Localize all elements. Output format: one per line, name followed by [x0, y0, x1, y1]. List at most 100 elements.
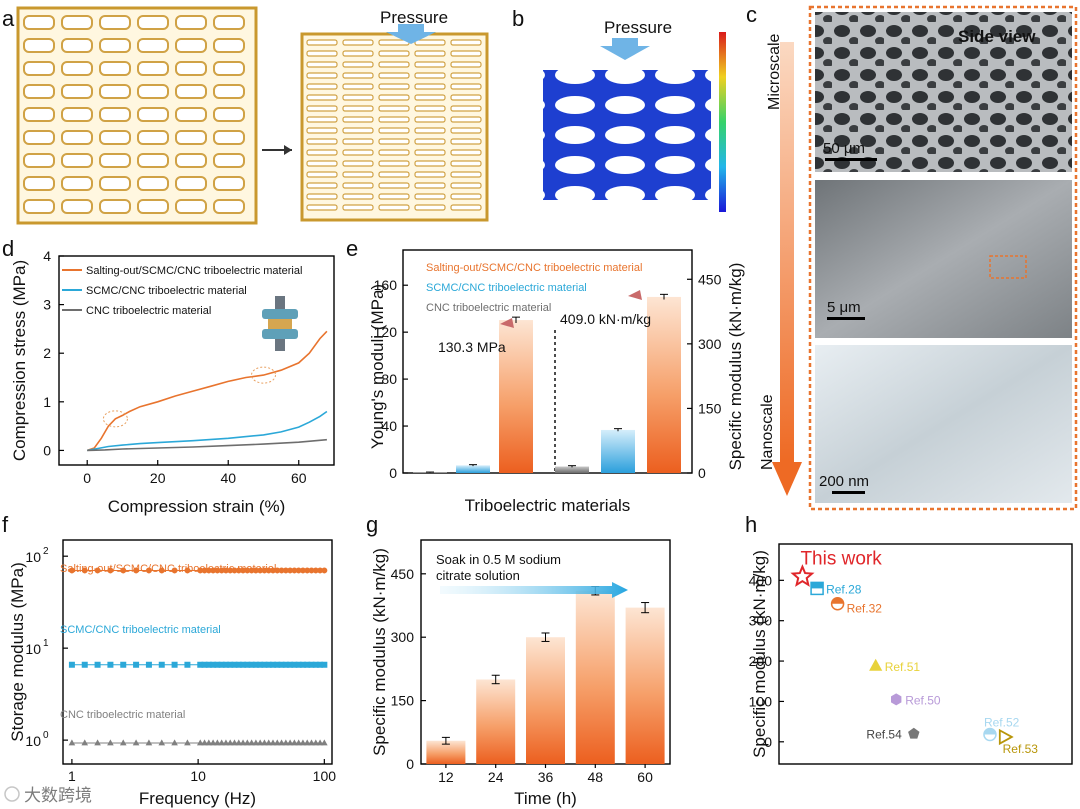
x-axis-label: Triboelectric materials: [465, 496, 631, 515]
lattice-cell: [378, 127, 410, 134]
data-point-6-fill: [983, 728, 996, 735]
data-point-0: [120, 567, 127, 574]
lattice-cell: [306, 105, 338, 112]
structure-compressed: [300, 32, 489, 222]
data-point-1: [231, 661, 238, 668]
lattice-cell: [99, 107, 131, 122]
x-tick-label: 100: [313, 768, 337, 784]
panel-letter-e: e: [346, 236, 358, 261]
data-point-0: [145, 567, 152, 574]
point-label-3: Ref.51: [885, 660, 921, 674]
lattice-cell: [137, 15, 169, 30]
y2-tick-label: 300: [698, 336, 722, 352]
lattice-cell: [213, 153, 245, 168]
data-point-2: [269, 739, 277, 746]
lattice-cell: [378, 105, 410, 112]
data-point-2: [107, 739, 114, 746]
panel-b: b Pressure: [512, 6, 726, 212]
lattice-cell: [99, 61, 131, 76]
data-point-0: [304, 567, 311, 574]
lattice-cell: [213, 84, 245, 99]
data-point-1: [197, 661, 204, 668]
y-tick-label: 10: [25, 641, 41, 657]
lattice-cell: [306, 50, 338, 57]
data-point-2: [316, 739, 324, 746]
pointer-icon: [628, 290, 642, 300]
data-point-0: [218, 567, 225, 574]
lattice-cell: [414, 149, 446, 156]
data-point-1: [145, 661, 152, 668]
data-point-0: [312, 567, 319, 574]
data-point-2: [145, 739, 153, 746]
panel-letter-g: g: [366, 512, 378, 537]
lattice-cell: [342, 138, 374, 145]
x-tick-label: 0: [83, 470, 91, 486]
data-point-2: [201, 739, 208, 746]
lattice-cell: [414, 83, 446, 90]
x-tick-label: 48: [588, 769, 604, 785]
lattice-cell: [342, 94, 374, 101]
lattice-cell: [342, 193, 374, 200]
lattice-cell: [213, 107, 245, 122]
data-point-0: [68, 567, 75, 574]
scale-bar-1: [825, 158, 877, 161]
y-tick-label: 0: [43, 442, 51, 458]
highlight-ellipse: [102, 410, 128, 428]
lattice-cell: [342, 204, 374, 211]
point-label-5: Ref.54: [866, 728, 902, 742]
data-point-1: [269, 661, 276, 668]
bar-specific-2: [647, 296, 681, 473]
lattice-cell: [342, 105, 374, 112]
y-tick-label: 300: [749, 613, 773, 629]
y2-tick-label: 150: [698, 400, 722, 416]
nanoscale-label: Nanoscale: [759, 394, 776, 470]
lattice-cell: [23, 15, 55, 30]
fem-lattice-simulation: [543, 70, 711, 200]
y-tick-label: 80: [381, 371, 397, 387]
lattice-cell: [175, 61, 207, 76]
soak-annotation-line2: citrate solution: [436, 568, 520, 583]
lattice-cell: [450, 94, 482, 101]
data-point-0: [133, 567, 140, 574]
x-tick-label: 40: [220, 470, 236, 486]
data-point-2: [205, 739, 213, 746]
data-point-0: [317, 567, 324, 574]
lattice-cell: [414, 116, 446, 123]
lattice-cell: [450, 105, 482, 112]
panel-d: d 0 20 40 60 0 1 2 3 4 Compression strain (%) Comp…: [2, 236, 335, 516]
plot-frame: [62, 539, 333, 765]
data-point-7: [998, 728, 1014, 746]
lattice-cell: [414, 61, 446, 68]
data-point-1: [261, 661, 268, 668]
y-tick-label: 10: [25, 549, 41, 565]
lattice-cell: [342, 50, 374, 57]
y-tick-label: 400: [749, 572, 773, 588]
x-tick-label: 12: [438, 769, 454, 785]
data-point-1: [240, 661, 247, 668]
data-point-0: [235, 567, 242, 574]
data-point-0: [94, 567, 101, 574]
data-point-2: [308, 739, 315, 746]
lattice-cell: [61, 176, 93, 191]
data-point-0: [265, 567, 272, 574]
sem-image-fiber: [815, 180, 1072, 338]
y-tick-label: 120: [374, 324, 398, 340]
sem-image-nanoscale: [815, 345, 1072, 503]
lattice-cell: [175, 176, 207, 191]
lattice-cell: [137, 176, 169, 191]
stress-colorbar: [719, 32, 726, 212]
data-point-2: [303, 739, 311, 746]
point-label-6: Ref.52: [984, 716, 1020, 730]
lattice-cell: [23, 153, 55, 168]
annotation-youngs-max: 130.3 MPa: [438, 339, 506, 355]
data-point-2: [158, 739, 166, 746]
lattice-cell: [342, 160, 374, 167]
data-point-2: [282, 739, 290, 746]
data-point-2: [265, 739, 273, 746]
lattice-cell: [23, 84, 55, 99]
highlight-ellipse: [250, 366, 276, 384]
panel-letter-b: b: [512, 6, 524, 31]
data-point-6: [983, 727, 997, 742]
data-point-2: [209, 739, 217, 746]
